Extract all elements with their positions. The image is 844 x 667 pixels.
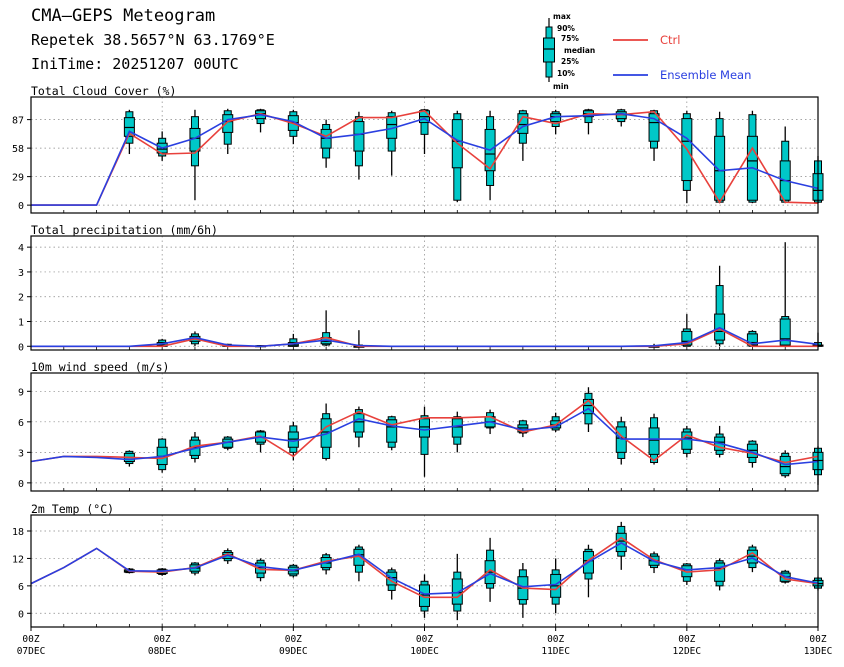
y-tick-label: 3 — [18, 268, 24, 279]
y-tick-label: 0 — [18, 609, 24, 620]
y-tick-label: 6 — [18, 582, 24, 593]
panel-title-precip: Total precipitation (mm/6h) — [31, 223, 218, 237]
panel-title-cloud: Total Cloud Cover (%) — [31, 84, 176, 98]
panel-frame — [30, 235, 819, 351]
panel-title-temp: 2m Temp (°C) — [31, 502, 114, 516]
percentile-25-75-box — [353, 413, 365, 433]
ensemble-mean-line-precip — [31, 326, 819, 348]
ensemble-mean-line-temp — [30, 541, 819, 595]
percentile-25-75-box — [714, 135, 726, 201]
panel-precip: Total precipitation (mm/6h) 0 1 2 3 4 — [18, 223, 824, 353]
legend-label-4: 25% — [561, 57, 579, 66]
ctrl-line-cloud — [31, 109, 819, 206]
legend-percentile-25-75-box — [543, 37, 555, 63]
percentile-25-75-box — [714, 562, 726, 582]
percentile-25-75-box — [419, 418, 430, 438]
legend-label-1: 90% — [557, 24, 575, 33]
x-tick-label-date: 07DEC — [17, 646, 46, 657]
legend-label-5: 10% — [557, 69, 575, 78]
legend-label-6: min — [553, 82, 569, 91]
x-tick-label-date: 13DEC — [804, 646, 833, 657]
y-tick-label: 0 — [18, 479, 24, 490]
panel-frame — [30, 96, 819, 214]
y-tick-label: 0 — [18, 342, 24, 353]
ctrl-line-temp — [30, 536, 819, 599]
x-tick-label-date: 11DEC — [541, 646, 570, 657]
y-tick-label: 1 — [18, 318, 24, 329]
x-tick-label-time: 00Z — [154, 634, 171, 645]
meteogram-title: CMA–GEPS Meteogram — [31, 6, 216, 26]
percentile-25-75-box — [648, 427, 660, 455]
x-tick-label-time: 00Z — [416, 634, 433, 645]
y-tick-label: 29 — [12, 173, 24, 184]
percentile-25-75-box — [222, 114, 234, 133]
y-tick-label: 12 — [12, 554, 24, 565]
percentile-25-75-box — [648, 113, 660, 142]
panel-cloud: Total Cloud Cover (%) 0 29 58 87 — [12, 84, 824, 214]
y-tick-label: 4 — [18, 243, 24, 254]
y-tick-label: 6 — [18, 418, 24, 429]
legend-label-0: max — [553, 12, 571, 21]
x-tick-label-date: 09DEC — [279, 646, 308, 657]
legend-ctrl-label: Ctrl — [660, 33, 680, 47]
percentile-25-75-box — [681, 431, 693, 450]
y-tick-label: 2 — [18, 293, 24, 304]
ensemble-mean-line-wind — [30, 407, 819, 466]
percentile-25-75-box — [353, 121, 365, 152]
y-tick-label: 58 — [12, 144, 24, 155]
y-tick-label: 18 — [12, 527, 24, 538]
x-tick-label-time: 00Z — [809, 634, 826, 645]
x-tick-label-date: 08DEC — [148, 646, 177, 657]
x-tick-label-time: 00Z — [285, 634, 302, 645]
y-tick-label: 3 — [18, 448, 24, 459]
panel-temp: 2m Temp (°C) 0 6 12 18 — [12, 502, 824, 628]
percentile-25-75-box — [386, 419, 398, 443]
y-tick-label: 0 — [18, 201, 24, 212]
percentile-25-75-box — [451, 418, 463, 438]
legend-mean-label: Ensemble Mean — [660, 68, 751, 82]
x-tick-label-date: 12DEC — [673, 646, 702, 657]
percentile-25-75-box — [779, 318, 791, 346]
x-tick-label-date: 10DEC — [410, 646, 439, 657]
legend-boxplot: max 90%75% median 25% 10% min — [543, 12, 595, 91]
percentile-25-75-box — [451, 578, 463, 605]
legend-label-2: 75% — [561, 34, 579, 43]
percentile-25-75-box — [320, 418, 332, 448]
x-tick-label-time: 00Z — [547, 634, 564, 645]
percentile-25-75-box — [746, 333, 758, 346]
ensemble-mean-line-cloud — [31, 112, 819, 206]
station-location: Repetek 38.5657°N 63.1769°E — [31, 31, 275, 49]
ctrl-line-wind — [30, 399, 819, 464]
y-tick-label: 9 — [18, 387, 24, 398]
x-tick-label-time: 00Z — [22, 634, 39, 645]
x-tick-label-time: 00Z — [678, 634, 695, 645]
y-tick-label: 87 — [12, 116, 24, 127]
panel-frame — [30, 372, 819, 492]
init-time: IniTime: 20251207 00UTC — [31, 55, 239, 73]
percentile-25-75-box — [681, 330, 693, 346]
panel-wind: 10m wind speed (m/s) 0 3 6 9 — [18, 360, 824, 492]
panel-title-wind: 10m wind speed (m/s) — [31, 360, 169, 374]
legend-label-3: median — [564, 46, 595, 55]
